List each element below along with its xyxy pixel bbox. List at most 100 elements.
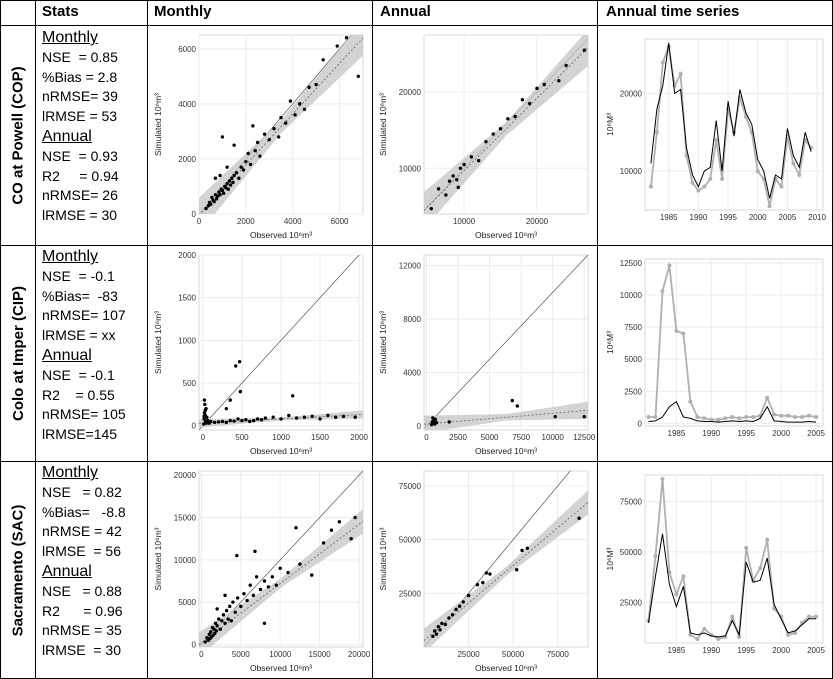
data-point <box>481 580 485 585</box>
series-point-observed <box>786 632 791 637</box>
data-point <box>525 546 530 550</box>
data-point <box>210 195 214 200</box>
x-tick-label: 20000 <box>526 217 549 226</box>
data-point <box>582 48 587 52</box>
y-tick-label: 10000 <box>399 164 422 173</box>
data-point <box>255 417 260 421</box>
data-point <box>434 420 439 425</box>
data-point <box>214 197 219 201</box>
series-point-observed <box>720 176 725 181</box>
data-point <box>433 417 438 422</box>
data-point <box>291 394 295 398</box>
data-point <box>202 411 207 415</box>
data-point <box>262 621 267 626</box>
x-tick-label: 7500 <box>512 433 530 442</box>
x-tick-label: 1990 <box>702 429 720 438</box>
data-point <box>212 199 216 204</box>
data-point <box>223 593 227 598</box>
stats-section-heading: Annual <box>42 127 92 145</box>
data-point <box>225 165 229 169</box>
data-point <box>204 206 208 211</box>
y-tick-label: 12000 <box>399 262 422 271</box>
data-point <box>203 640 208 644</box>
x-tick-label: 25000 <box>457 650 480 659</box>
data-point <box>515 404 520 408</box>
data-point <box>240 418 244 423</box>
data-point <box>220 135 225 139</box>
data-point <box>514 568 519 572</box>
plot-marks <box>424 255 588 430</box>
data-point <box>202 414 206 419</box>
data-point <box>215 624 219 628</box>
stats-section-heading: Monthly <box>42 29 99 46</box>
y-axis-label: 10⁶M³ <box>605 113 615 136</box>
row-label-text: CO at Powell (COP) <box>9 66 27 205</box>
data-point <box>434 632 439 636</box>
data-point <box>220 619 224 623</box>
series-point-observed <box>660 289 665 294</box>
x-tick-label: 1500 <box>311 433 329 442</box>
row-label-sac: Sacramento (SAC) <box>3 462 33 678</box>
data-point <box>232 419 236 423</box>
data-point <box>207 632 211 637</box>
data-point <box>217 190 221 194</box>
series-point-observed <box>765 395 770 400</box>
data-point <box>557 79 561 83</box>
data-point <box>535 86 539 91</box>
y-tick-label: 12500 <box>620 259 643 268</box>
stats-line: nRMSE= 39 <box>42 88 118 105</box>
x-tick-label: 10000 <box>542 433 565 442</box>
data-point <box>294 416 299 420</box>
data-point <box>513 114 517 119</box>
x-tick-label: 1995 <box>719 213 737 222</box>
data-point <box>213 631 217 636</box>
series-point-observed <box>667 570 672 575</box>
y-tick-label: 50000 <box>399 536 422 545</box>
row-label-cop: CO at Powell (COP) <box>3 26 33 245</box>
y-tick-label: 4000 <box>178 100 196 109</box>
y-tick-label: 0 <box>192 210 197 219</box>
x-tick-label: 2000 <box>350 433 368 442</box>
data-point <box>218 193 222 197</box>
data-point <box>288 99 293 103</box>
data-point <box>202 417 206 421</box>
series-point-observed <box>737 634 742 639</box>
header-divider <box>0 25 833 26</box>
data-point <box>262 132 267 136</box>
x-tick-label: 5000 <box>232 650 250 659</box>
data-point <box>251 124 255 128</box>
stats-line: R2 = 0.55 <box>42 386 115 403</box>
data-point <box>228 418 232 423</box>
header-monthly: Monthly <box>154 3 212 20</box>
series-point-observed <box>786 413 791 418</box>
stats-line: R2 = 0.96 <box>42 602 123 619</box>
series-point-observed <box>695 415 700 420</box>
data-point <box>436 624 440 629</box>
series-point-observed <box>667 263 672 268</box>
data-point <box>450 613 455 617</box>
row-label-text: Sacramento (SAC) <box>9 504 27 636</box>
data-point <box>333 415 338 419</box>
series-point-observed <box>678 71 683 76</box>
chart-sac-monthly: 0 5000 10000 15000 20000 0 5000 10000 15000 20000… <box>153 470 371 673</box>
data-point <box>432 629 437 633</box>
data-point <box>238 389 243 394</box>
y-tick-label: 10000 <box>620 167 643 176</box>
header-timeseries: Annual time series <box>606 3 740 20</box>
regression-line <box>424 47 588 211</box>
x-tick-label: 0 <box>197 217 202 226</box>
data-point <box>224 608 229 613</box>
data-point <box>278 566 282 571</box>
plot-marks <box>199 471 363 647</box>
data-point <box>262 579 267 583</box>
series-point-observed <box>688 632 693 637</box>
row-divider-1 <box>0 245 833 246</box>
series-point-observed <box>690 180 695 185</box>
data-point <box>228 604 232 609</box>
data-point <box>329 528 334 532</box>
data-point <box>226 187 230 191</box>
x-tick-label: 10000 <box>269 650 292 659</box>
data-point <box>276 135 281 139</box>
data-point <box>254 575 259 579</box>
series-point-observed <box>708 176 713 181</box>
